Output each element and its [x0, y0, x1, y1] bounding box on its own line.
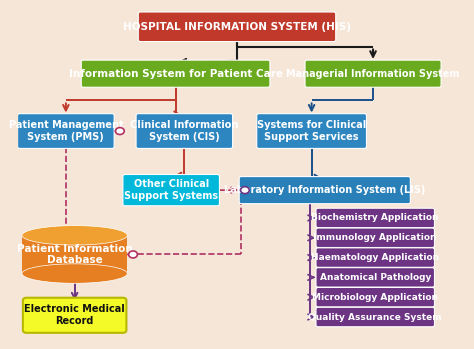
FancyBboxPatch shape [257, 114, 366, 148]
Text: Clinical Information
System (CIS): Clinical Information System (CIS) [130, 120, 238, 142]
FancyBboxPatch shape [18, 114, 114, 148]
Text: Systems for Clinical
Support Services: Systems for Clinical Support Services [257, 120, 366, 142]
Text: Microbiology Application: Microbiology Application [312, 293, 438, 302]
FancyBboxPatch shape [316, 248, 435, 267]
Circle shape [116, 128, 124, 134]
FancyBboxPatch shape [316, 228, 435, 247]
Text: Managerial Information System: Managerial Information System [286, 69, 460, 79]
Circle shape [128, 251, 137, 258]
Text: Electronic Medical
Record: Electronic Medical Record [24, 304, 125, 326]
FancyBboxPatch shape [22, 235, 128, 274]
FancyBboxPatch shape [81, 60, 270, 87]
FancyBboxPatch shape [123, 174, 219, 206]
Text: Haematology Application: Haematology Application [311, 253, 439, 262]
FancyBboxPatch shape [138, 12, 336, 42]
FancyBboxPatch shape [316, 288, 435, 307]
Text: Other Clinical
Support Systems: Other Clinical Support Systems [124, 179, 218, 201]
Circle shape [240, 187, 249, 194]
Text: Laboratory Information System (LIS): Laboratory Information System (LIS) [224, 185, 426, 195]
FancyBboxPatch shape [316, 307, 435, 327]
FancyBboxPatch shape [239, 177, 410, 204]
Text: Quality Assurance System: Quality Assurance System [309, 312, 442, 321]
Ellipse shape [22, 225, 128, 245]
Text: Patient Information
Database: Patient Information Database [17, 244, 133, 265]
Text: Immunology Application: Immunology Application [313, 233, 437, 242]
Text: HOSPITAL INFORMATION SYSTEM (HIS): HOSPITAL INFORMATION SYSTEM (HIS) [123, 22, 351, 32]
FancyBboxPatch shape [305, 60, 441, 87]
Ellipse shape [22, 264, 128, 283]
Text: Biochemistry Application: Biochemistry Application [311, 214, 439, 222]
FancyBboxPatch shape [23, 298, 127, 333]
Text: Anatomical Pathology: Anatomical Pathology [319, 273, 431, 282]
Text: Patient Management
System (PMS): Patient Management System (PMS) [9, 120, 123, 142]
FancyBboxPatch shape [316, 208, 435, 228]
Text: Information System for Patient Care: Information System for Patient Care [69, 69, 283, 79]
FancyBboxPatch shape [136, 114, 233, 148]
FancyBboxPatch shape [316, 268, 435, 287]
